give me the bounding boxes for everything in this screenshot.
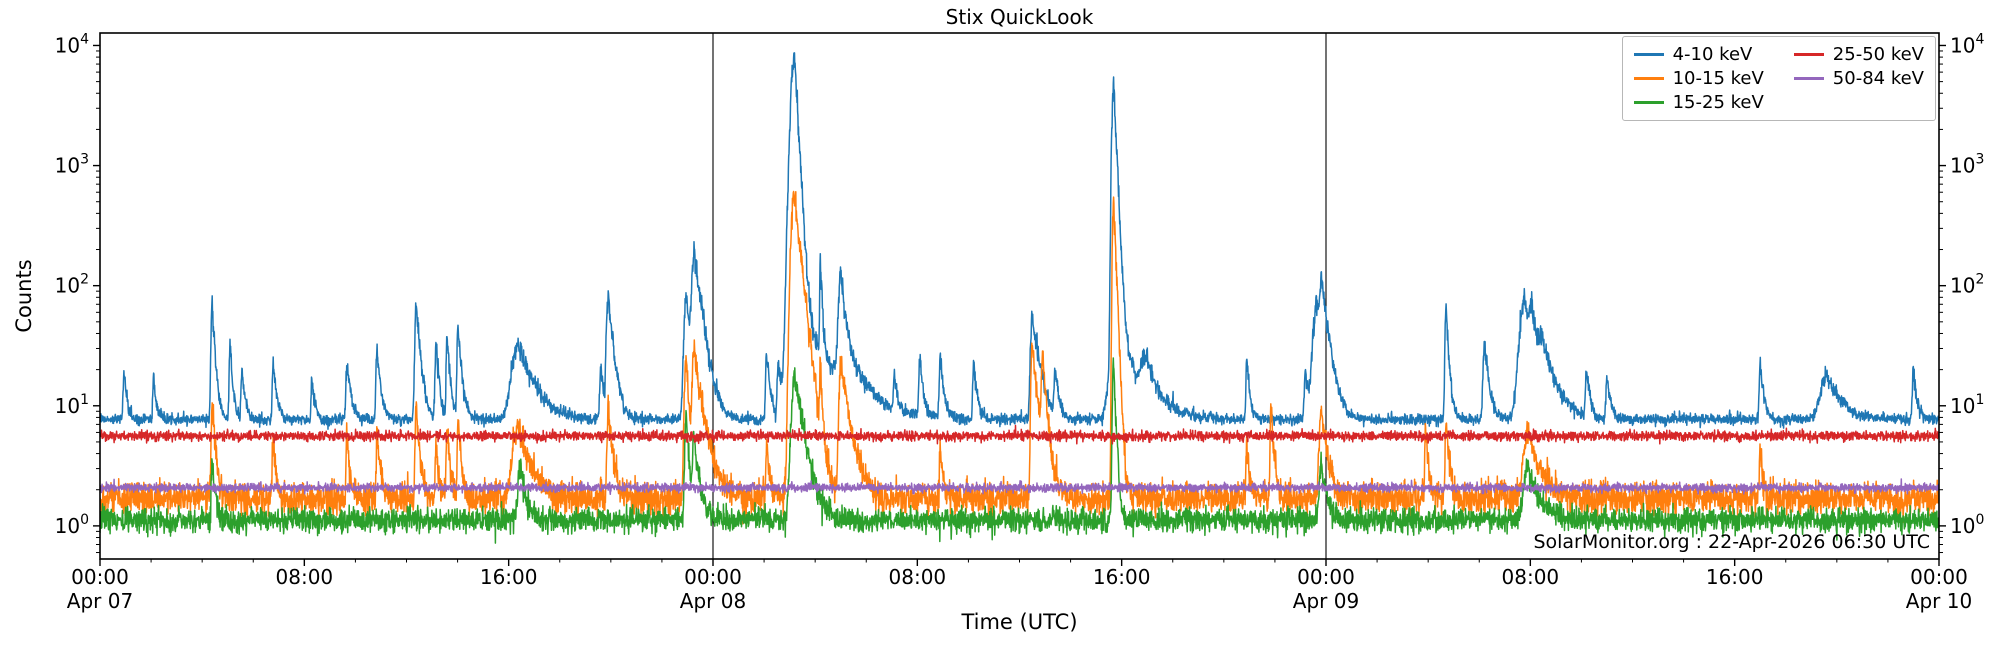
series-15-25keV — [100, 357, 1939, 544]
x-tick-label: 00:00 — [1910, 565, 1968, 589]
x-day-label: Apr 09 — [1293, 589, 1359, 613]
legend-swatch — [1633, 101, 1664, 104]
x-tick-label: 16:00 — [1706, 565, 1764, 589]
legend-swatch — [1793, 77, 1824, 80]
series-10-15keV — [100, 190, 1939, 525]
x-tick-label: 00:00 — [71, 565, 129, 589]
legend-label: 4-10 keV — [1672, 44, 1753, 65]
legend-swatch — [1633, 77, 1664, 80]
x-day-label: Apr 10 — [1906, 589, 1972, 613]
series-25-50keV — [100, 424, 1939, 445]
legend-item-25-50keV: 25-50 keV — [1793, 44, 1924, 65]
x-tick-label: 16:00 — [1093, 565, 1151, 589]
legend-label: 15-25 keV — [1672, 92, 1764, 113]
legend-item-4-10keV: 4-10 keV — [1633, 44, 1764, 65]
legend-item-15-25keV: 15-25 keV — [1633, 92, 1764, 113]
x-day-label: Apr 07 — [67, 589, 133, 613]
x-tick-label: 08:00 — [889, 565, 947, 589]
legend-label: 50-84 keV — [1832, 68, 1924, 89]
legend-swatch — [1633, 53, 1664, 56]
series-4-10keV — [100, 52, 1939, 430]
x-tick-label: 00:00 — [1297, 565, 1355, 589]
watermark-text: SolarMonitor.org : 22-Apr-2026 06:30 UTC — [1533, 531, 1930, 553]
legend: 4-10 keV 10-15 keV 15-25 keV 25-50 keV 50-84… — [1621, 36, 1936, 121]
x-axis-label: Time (UTC) — [961, 610, 1078, 634]
legend-swatch — [1793, 53, 1824, 56]
x-tick-label: 08:00 — [1502, 565, 1560, 589]
x-day-label: Apr 08 — [680, 589, 746, 613]
y-axis-label: Counts — [12, 259, 36, 333]
chart-title: Stix QuickLook — [945, 5, 1094, 29]
legend-label: 10-15 keV — [1672, 68, 1764, 89]
series-50-84keV — [100, 478, 1939, 496]
legend-item-10-15keV: 10-15 keV — [1633, 68, 1764, 89]
x-tick-label: 08:00 — [276, 565, 334, 589]
legend-label: 25-50 keV — [1832, 44, 1924, 65]
x-tick-label: 00:00 — [684, 565, 742, 589]
x-tick-label: 16:00 — [480, 565, 538, 589]
legend-item-50-84keV: 50-84 keV — [1793, 68, 1924, 89]
